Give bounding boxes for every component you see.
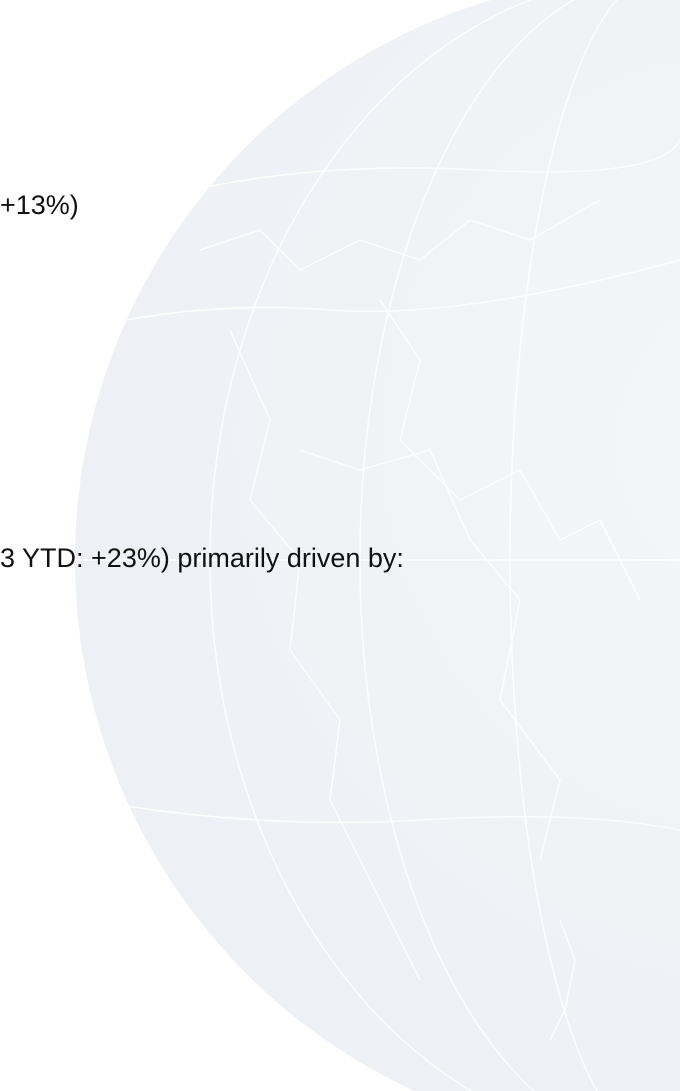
text-line: +13%): [0, 190, 79, 220]
text-line: 3 YTD: +23%) primarily driven by:: [0, 543, 404, 573]
